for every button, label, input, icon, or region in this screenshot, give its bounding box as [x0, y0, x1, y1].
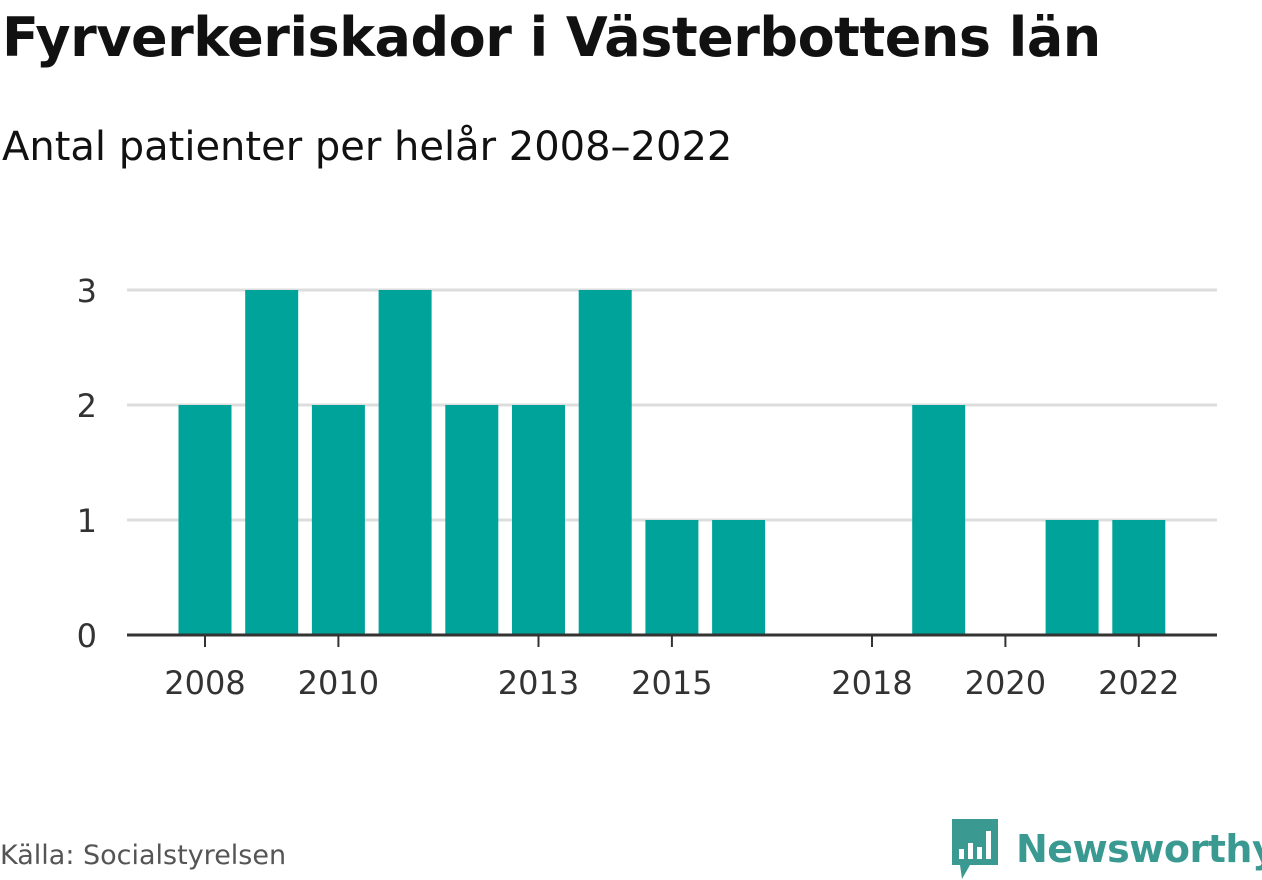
- bar-2009: [245, 290, 299, 635]
- bar-2010: [311, 405, 365, 635]
- bar-2012: [445, 405, 499, 635]
- y-tick-label: 3: [77, 272, 97, 310]
- x-tick-label: 2020: [965, 664, 1046, 702]
- bar-2019: [912, 405, 966, 635]
- x-tick-label: 2018: [831, 664, 912, 702]
- brand-logo: Newsworthy: [950, 818, 1262, 880]
- newsworthy-logo-icon: [952, 819, 998, 879]
- bar-2021: [1045, 520, 1099, 635]
- x-tick-label: 2013: [498, 664, 579, 702]
- bar-2014: [578, 290, 632, 635]
- chart-subtitle: Antal patienter per helår 2008–2022: [2, 124, 733, 170]
- bar-2015: [645, 520, 699, 635]
- x-tick-label: 2015: [631, 664, 712, 702]
- y-tick-label: 0: [77, 617, 97, 655]
- x-tick-label: 2022: [1098, 664, 1179, 702]
- chart-title: Fyrverkeriskador i Västerbottens län: [2, 6, 1101, 69]
- y-tick-label: 1: [77, 502, 97, 540]
- bar-2011: [378, 290, 432, 635]
- x-tick-label: 2008: [164, 664, 245, 702]
- bar-2022: [1112, 520, 1166, 635]
- bar-2016: [712, 520, 766, 635]
- bar-2013: [512, 405, 565, 635]
- y-tick-label: 2: [77, 387, 97, 425]
- source-note: Källa: Socialstyrelsen: [0, 840, 287, 871]
- bar-2008: [178, 405, 232, 635]
- brand-name: Newsworthy: [1016, 827, 1262, 871]
- x-tick-label: 2010: [298, 664, 379, 702]
